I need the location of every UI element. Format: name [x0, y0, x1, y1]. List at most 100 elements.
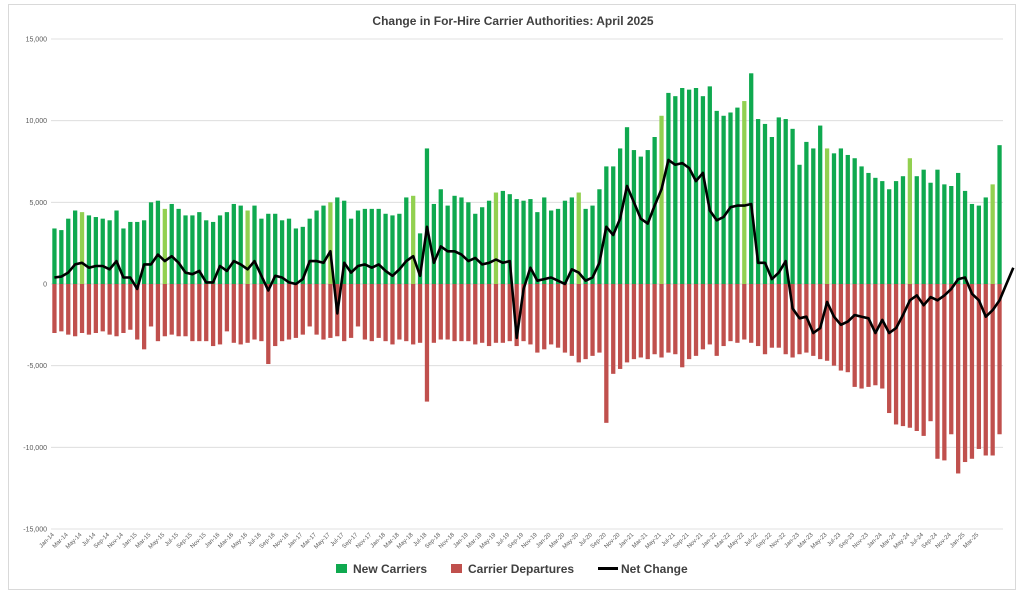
- carrier-departures-bar: [314, 284, 319, 335]
- new-carriers-bar: [417, 233, 423, 284]
- new-carriers-bar: [383, 213, 388, 284]
- carrier-departures-bar: [417, 284, 423, 343]
- y-tick-label: 0: [43, 282, 47, 289]
- new-carriers-bar: [79, 212, 85, 284]
- new-carriers-bar: [348, 218, 354, 284]
- new-carriers-bar: [52, 228, 57, 284]
- new-carriers-bar: [762, 123, 768, 284]
- new-carriers-bar: [542, 197, 547, 284]
- new-carriers-bar: [197, 212, 202, 284]
- carrier-departures-bar: [762, 284, 768, 355]
- carrier-departures-bar: [638, 284, 643, 358]
- carrier-departures-bar: [873, 284, 878, 386]
- carrier-departures-bar: [73, 284, 78, 337]
- new-carriers-bar: [279, 220, 285, 284]
- new-carriers-bar: [990, 184, 995, 284]
- carrier-departures-bar: [238, 284, 243, 345]
- x-tick-label: May-16: [231, 532, 250, 551]
- new-carriers-bar: [452, 195, 457, 284]
- new-carriers-bar: [942, 184, 947, 284]
- carrier-departures-bar: [307, 284, 312, 327]
- new-carriers-bar: [328, 202, 333, 284]
- x-tick-label: Mar-25: [963, 532, 981, 550]
- new-carriers-bar: [100, 218, 105, 284]
- new-carriers-bar: [238, 205, 243, 284]
- new-carriers-bar: [673, 96, 678, 285]
- carrier-departures-bar: [707, 284, 712, 345]
- new-carriers-bar: [148, 202, 154, 284]
- carrier-departures-bar: [652, 284, 657, 355]
- carrier-departures-bar: [900, 284, 906, 427]
- carrier-departures-bar: [328, 284, 333, 338]
- new-carriers-bar: [818, 125, 823, 284]
- carrier-departures-bar: [569, 284, 574, 356]
- legend-label: Net Change: [621, 562, 688, 576]
- new-carriers-bar: [342, 200, 347, 284]
- new-carriers-bar: [887, 189, 892, 284]
- carrier-departures-bar: [404, 284, 409, 342]
- carrier-departures-bar: [686, 284, 692, 360]
- new-carriers-bar: [217, 215, 223, 284]
- new-carriers-bar: [914, 176, 919, 284]
- y-tick-label: 5,000: [29, 200, 47, 207]
- new-carriers-bar: [162, 208, 167, 284]
- net-change-line-layer: [54, 158, 1015, 340]
- carrier-departures-bar: [141, 284, 147, 350]
- new-carriers-bar: [314, 210, 319, 284]
- new-carriers-bar: [335, 197, 340, 284]
- carrier-departures-bar: [197, 284, 202, 342]
- carrier-departures-bar: [555, 284, 561, 348]
- bars-layer: [52, 73, 1002, 474]
- carrier-departures-bar: [887, 284, 892, 414]
- new-carriers-bar: [445, 205, 450, 284]
- carrier-departures-bar: [362, 284, 368, 340]
- new-carriers-bar: [555, 208, 561, 284]
- carrier-departures-bar: [597, 284, 602, 353]
- carrier-departures-bar: [169, 284, 174, 335]
- grid-layer: [51, 38, 1003, 530]
- carrier-departures-bar: [342, 284, 347, 342]
- new-carriers-bar: [507, 194, 512, 284]
- new-carriers-bar: [949, 186, 954, 284]
- carrier-departures-bar: [742, 284, 747, 340]
- carrier-departures-bar: [769, 284, 775, 348]
- carrier-departures-bar: [914, 284, 919, 431]
- carrier-departures-bar: [93, 284, 98, 333]
- new-carriers-bar: [169, 203, 174, 284]
- new-carriers-bar: [362, 208, 368, 284]
- new-carriers-bar: [121, 228, 126, 284]
- carrier-departures-bar: [86, 284, 92, 335]
- carrier-departures-bar: [942, 284, 947, 461]
- x-tick-label: May-14: [65, 532, 84, 551]
- carrier-departures-bar: [617, 284, 623, 369]
- new-carriers-bar: [631, 150, 637, 284]
- carrier-departures-bar: [824, 284, 830, 361]
- carrier-departures-bar: [507, 284, 512, 342]
- new-carriers-bar: [838, 148, 844, 284]
- carrier-departures-bar: [176, 284, 181, 337]
- new-carriers-bar: [466, 202, 471, 284]
- legend-swatch: [451, 564, 462, 573]
- new-carriers-bar: [293, 228, 299, 284]
- carrier-departures-bar: [486, 284, 492, 347]
- carrier-departures-bar: [293, 284, 299, 338]
- new-carriers-bar: [666, 92, 671, 285]
- new-carriers-bar: [769, 137, 775, 284]
- carrier-departures-bar: [528, 284, 533, 345]
- new-carriers-bar: [231, 203, 236, 284]
- new-carriers-bar: [404, 197, 409, 284]
- carrier-departures-bar: [576, 284, 581, 363]
- carrier-departures-bar: [700, 284, 706, 350]
- carrier-departures-bar: [818, 284, 823, 360]
- new-carriers-bar: [852, 158, 857, 284]
- carrier-departures-bar: [148, 284, 154, 327]
- legend: New Carriers Carrier Departures Net Change: [336, 562, 688, 576]
- carrier-departures-bar: [162, 284, 167, 337]
- new-carriers-bar: [514, 199, 519, 284]
- carrier-departures-bar: [714, 284, 719, 356]
- new-carriers-bar: [569, 197, 574, 284]
- carrier-departures-bar: [431, 284, 437, 343]
- carrier-departures-bar: [348, 284, 354, 338]
- chart-svg: Change in For-Hire Carrier Authorities: …: [23, 14, 1015, 576]
- new-carriers-bar: [831, 153, 837, 284]
